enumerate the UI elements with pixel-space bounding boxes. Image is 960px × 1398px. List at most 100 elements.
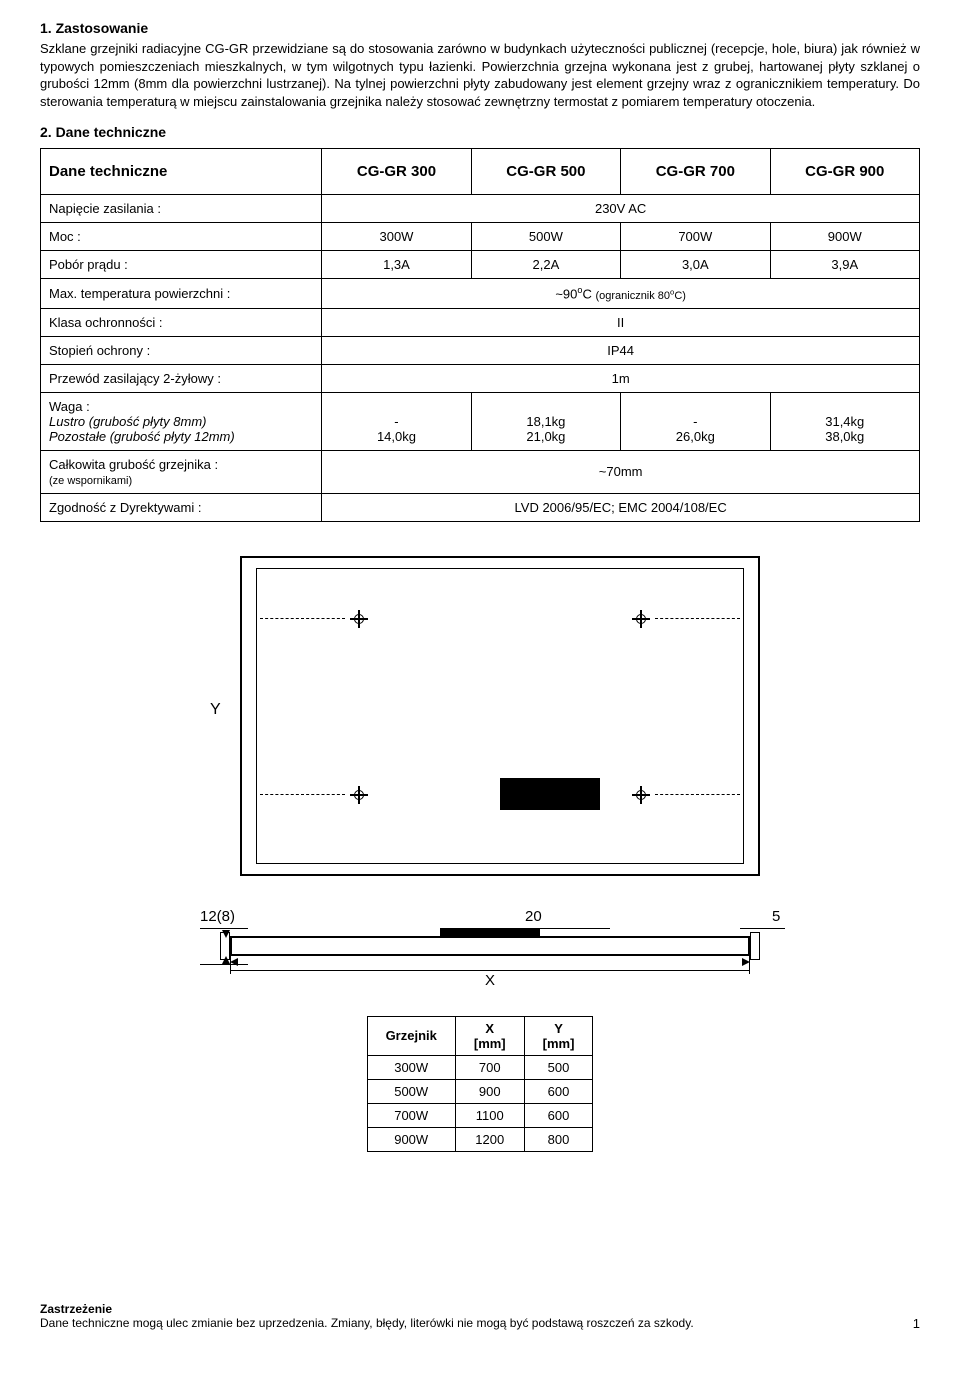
bracket-icon [750, 932, 760, 960]
dim-cell: 600 [524, 1103, 593, 1127]
row-value: 1,3A [322, 251, 471, 279]
dim-tick [230, 956, 231, 974]
dim-tick [749, 956, 750, 974]
right-dim-label: 5 [772, 908, 780, 925]
row-value: - 26,0kg [621, 392, 770, 450]
dash-line [655, 618, 740, 619]
dim-line [200, 928, 248, 929]
row-value: 230V AC [322, 195, 920, 223]
header-label: Dane techniczne [41, 149, 322, 195]
dash-line [260, 794, 345, 795]
row-label: Napięcie zasilania : [41, 195, 322, 223]
row-value: 3,0A [621, 251, 770, 279]
table-row: Całkowita grubość grzejnika : (ze wsporn… [41, 450, 920, 493]
row-value: - 14,0kg [322, 392, 471, 450]
row-value: 1m [322, 364, 920, 392]
row-value: 3,9A [770, 251, 919, 279]
side-plate [230, 936, 750, 956]
row-value: 300W [322, 223, 471, 251]
front-view-diagram: Y [200, 556, 760, 876]
table-row: Waga : Lustro (grubość płyty 8mm) Pozost… [41, 392, 920, 450]
mount-point-icon [350, 786, 368, 804]
table-row: Zgodność z Dyrektywami : LVD 2006/95/EC;… [41, 493, 920, 521]
footer: Zastrzeżenie Dane techniczne mogą ulec z… [40, 1302, 920, 1330]
arrow-icon [222, 956, 230, 964]
dimensions-table: Grzejnik X[mm] Y[mm] 300W 700 500 500W 9… [367, 1016, 594, 1152]
page-number: 1 [913, 1316, 920, 1331]
row-label: Zgodność z Dyrektywami : [41, 493, 322, 521]
side-block-icon [440, 928, 540, 936]
thickness-dim-label: 12(8) [200, 908, 235, 925]
table-row: Stopień ochrony : IP44 [41, 336, 920, 364]
row-value: 18,1kg 21,0kg [471, 392, 620, 450]
dash-line [260, 618, 345, 619]
section-1-heading: 1. Zastosowanie [40, 20, 920, 36]
dim-table-row: 500W 900 600 [367, 1079, 593, 1103]
dim-cell: 800 [524, 1127, 593, 1151]
dim-header: X[mm] [455, 1016, 524, 1055]
x-axis-label: X [485, 972, 495, 989]
row-label: Waga : Lustro (grubość płyty 8mm) Pozost… [41, 392, 322, 450]
thickness-label: Całkowita grubość grzejnika : [49, 457, 218, 472]
table-row: Klasa ochronności : II [41, 308, 920, 336]
section-2-heading: 2. Dane techniczne [40, 124, 920, 140]
table-row: Moc : 300W 500W 700W 900W [41, 223, 920, 251]
row-value: ~90oC (ogranicznik 80oC) [322, 279, 920, 308]
junction-box-icon [500, 778, 600, 810]
section-2: 2. Dane techniczne Dane techniczne CG-GR… [40, 124, 920, 521]
row-label: Stopień ochrony : [41, 336, 322, 364]
row-label: Moc : [41, 223, 322, 251]
row-value: 700W [621, 223, 770, 251]
row-value: IP44 [322, 336, 920, 364]
row-value: ~70mm [322, 450, 920, 493]
dim-cell: 600 [524, 1079, 593, 1103]
row-value: II [322, 308, 920, 336]
dim-table-row: 900W 1200 800 [367, 1127, 593, 1151]
spec-table: Dane techniczne CG-GR 300 CG-GR 500 CG-G… [40, 148, 920, 521]
row-label: Max. temperatura powierzchni : [41, 279, 322, 308]
diagram-area: Y 12(8) 20 5 X [40, 546, 920, 1262]
section-1: 1. Zastosowanie Szklane grzejniki radiac… [40, 20, 920, 110]
dim-header: Grzejnik [367, 1016, 455, 1055]
side-view-diagram: 12(8) 20 5 X [160, 906, 800, 996]
table-row: Pobór prądu : 1,3A 2,2A 3,0A 3,9A [41, 251, 920, 279]
table-header-row: Dane techniczne CG-GR 300 CG-GR 500 CG-G… [41, 149, 920, 195]
weight-label: Waga : [49, 399, 90, 414]
thickness-sub: (ze wspornikami) [49, 475, 132, 487]
model-col: CG-GR 300 [322, 149, 471, 195]
dim-cell: 700W [367, 1103, 455, 1127]
top-dim-label: 20 [525, 908, 542, 925]
dim-line [200, 964, 248, 965]
dim-cell: 300W [367, 1055, 455, 1079]
model-col: CG-GR 900 [770, 149, 919, 195]
row-value: 900W [770, 223, 919, 251]
dim-header: Y[mm] [524, 1016, 593, 1055]
dim-cell: 1200 [455, 1127, 524, 1151]
dim-cell: 700 [455, 1055, 524, 1079]
row-label: Przewód zasilający 2-żyłowy : [41, 364, 322, 392]
row-value: LVD 2006/95/EC; EMC 2004/108/EC [322, 493, 920, 521]
row-label: Pobór prądu : [41, 251, 322, 279]
footer-text: Dane techniczne mogą ulec zmianie bez up… [40, 1316, 694, 1330]
dim-table-header: Grzejnik X[mm] Y[mm] [367, 1016, 593, 1055]
dim-cell: 900 [455, 1079, 524, 1103]
table-row: Przewód zasilający 2-żyłowy : 1m [41, 364, 920, 392]
dim-table-row: 300W 700 500 [367, 1055, 593, 1079]
weight-sub2: Pozostałe (grubość płyty 12mm) [49, 429, 235, 444]
weight-sub1: Lustro (grubość płyty 8mm) [49, 414, 207, 429]
row-value: 2,2A [471, 251, 620, 279]
row-value: 500W [471, 223, 620, 251]
section-1-body: Szklane grzejniki radiacyjne CG-GR przew… [40, 40, 920, 110]
dim-cell: 900W [367, 1127, 455, 1151]
row-value: 31,4kg 38,0kg [770, 392, 919, 450]
dim-cell: 500 [524, 1055, 593, 1079]
mount-point-icon [350, 610, 368, 628]
arrow-icon [222, 930, 230, 938]
model-col: CG-GR 500 [471, 149, 620, 195]
dim-line [740, 928, 785, 929]
mount-point-icon [632, 610, 650, 628]
table-row: Max. temperatura powierzchni : ~90oC (og… [41, 279, 920, 308]
dim-line [230, 970, 750, 971]
inner-rect [256, 568, 744, 864]
dim-table-row: 700W 1100 600 [367, 1103, 593, 1127]
